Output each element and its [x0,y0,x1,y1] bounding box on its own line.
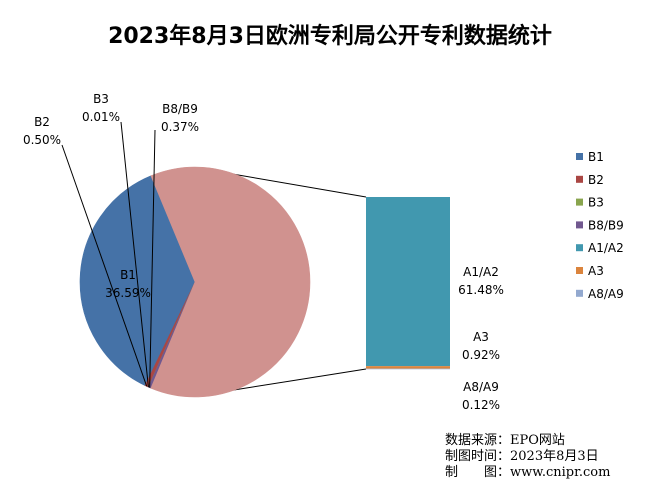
pie-slice-- [150,166,311,398]
bar-segment-a3 [366,366,450,369]
data-label-a1-a2: A1/A2 61.48% [458,265,504,297]
legend-swatch-b3 [576,198,583,206]
data-labels: B1 36.59%B2 0.50%B3 0.01%B8/B9 0.37%A1/A2 61.… [23,92,504,412]
legend-swatch-a1-a2 [576,244,583,252]
legend-swatch-a3 [576,267,583,274]
leader-line-b3 [120,121,149,388]
legend-label-b3: B3 [588,196,604,210]
data-label-b8-b9: B8/B9 0.37% [161,102,199,134]
legend-label-b8-b9: B8/B9 [588,218,624,232]
pie-group [79,166,311,398]
legend-label-b2: B2 [588,173,604,187]
chart-date-line: 制图时间：2023年8月3日 [445,449,599,464]
connector-line-bottom [214,368,367,394]
data-label-b2: B2 0.50% [23,115,61,147]
legend-swatch-b8-b9 [576,221,583,229]
legend-swatch-a8-a9 [576,289,583,297]
legend: B1 B2 B3 B8/B9 A1/A2 A3 A8/A9 [576,150,624,301]
leader-line-b2 [61,144,148,387]
stacked-bar-group [366,197,450,370]
connector-lines [214,170,367,394]
chart-title: 2023年8月3日欧洲专利局公开专利数据统计 [108,24,552,49]
leader-line-b8-b9 [149,129,156,388]
connector-line-top [214,170,367,198]
chart-maker-line: 制 图：www.cnipr.com [445,465,611,480]
legend-swatch-b2 [576,175,583,183]
data-label-a3: A3 0.92% [462,330,500,362]
bar-segment-a8-a9 [366,368,450,370]
source-line: 数据来源：EPO网站 [445,433,565,448]
data-label-a8-a9: A8/A9 0.12% [462,380,500,412]
legend-label-a3: A3 [588,264,604,278]
bar-segment-a1-a2 [366,197,450,367]
legend-swatch-b1 [576,153,583,160]
legend-label-b1: B1 [588,150,604,164]
legend-label-a1-a2: A1/A2 [588,241,624,255]
legend-label-a8-a9: A8/A9 [588,287,624,301]
source-note: 数据来源：EPO网站 制图时间：2023年8月3日 制 图：www.cnipr.… [445,433,610,481]
data-label-b3: B3 0.01% [82,92,120,124]
